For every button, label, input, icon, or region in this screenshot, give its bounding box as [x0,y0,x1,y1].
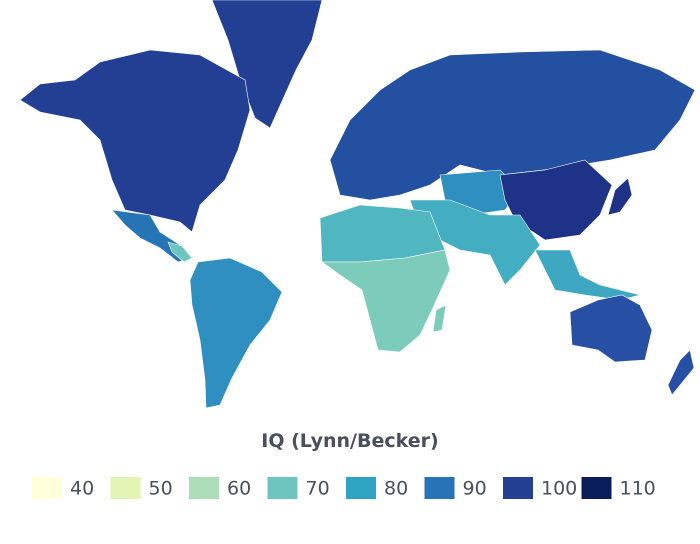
legend: 40 50 60 70 80 90 100 110 [32,477,656,500]
world-map [19,0,696,409]
land [569,294,653,363]
legend-label: 50 [149,478,173,500]
legend-label: 110 [620,478,656,500]
land [667,349,695,396]
legend-title: IQ (Lynn/Becker) [261,430,438,452]
legend-label: 80 [384,478,408,500]
land [167,241,193,263]
legend-swatch [267,477,298,499]
legend-label: 90 [463,478,487,500]
legend-label: 60 [227,478,251,500]
legend-label: 70 [306,478,330,500]
legend-label: 100 [541,478,577,500]
legend-swatch [503,477,533,499]
land [329,49,696,201]
legend-swatch [32,477,62,499]
land [607,177,633,216]
land [189,257,283,409]
legend-swatch [581,477,612,499]
legend-swatch [424,477,455,499]
legend-swatch [110,477,141,499]
land [19,49,251,233]
legend-label: 40 [70,478,94,500]
land [534,249,641,301]
legend-swatch [189,477,219,499]
land [211,0,323,129]
land [432,304,447,333]
legend-swatch [346,477,376,499]
land [321,249,451,353]
land [499,159,613,241]
